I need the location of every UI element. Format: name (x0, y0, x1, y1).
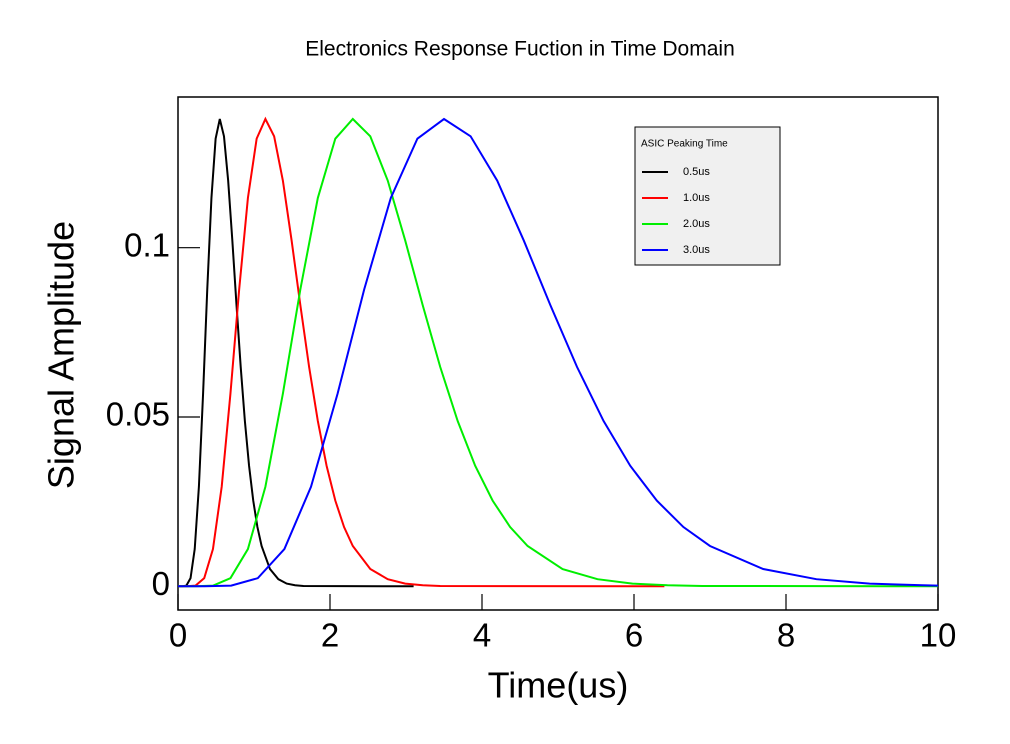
legend-label: 1.0us (683, 192, 710, 204)
y-tick-label: 0 (152, 565, 170, 602)
y-tick-label: 0.05 (106, 396, 170, 433)
legend-label: 2.0us (683, 218, 710, 230)
legend-box (634, 126, 781, 266)
plot-frame (177, 96, 939, 611)
legend-label: 3.0us (683, 244, 710, 256)
legend-title: ASIC Peaking Time (641, 139, 728, 150)
series-line (178, 118, 414, 588)
x-tick-label: 0 (169, 617, 187, 654)
x-tick-label: 8 (777, 617, 795, 654)
series-line (178, 116, 665, 588)
chart-title: Electronics Response Fuction in Time Dom… (305, 38, 735, 61)
x-axis-title: Time(us) (488, 665, 629, 706)
x-tick-label: 2 (321, 617, 339, 654)
y-axis-title: Signal Amplitude (41, 221, 82, 489)
x-tick-label: 6 (625, 617, 643, 654)
y-tick-label: 0.1 (124, 226, 170, 263)
x-tick-label: 10 (920, 617, 957, 654)
legend-label: 0.5us (683, 166, 710, 178)
series-line (178, 117, 939, 588)
series-line (178, 117, 939, 588)
x-tick-label: 4 (473, 617, 491, 654)
